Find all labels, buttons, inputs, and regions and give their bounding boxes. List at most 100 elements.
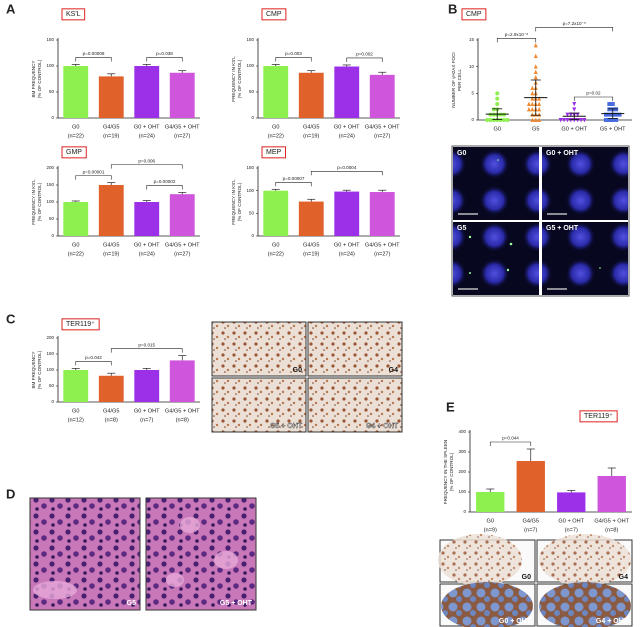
sample-size: (n=27) <box>174 133 190 139</box>
point <box>603 112 608 117</box>
x-tick-label: G0 <box>494 126 501 132</box>
x-tick-label: G5 + OHT <box>600 126 626 132</box>
x-tick-label: G4/G5 + OHT <box>165 242 200 248</box>
bar <box>334 191 360 236</box>
point <box>530 90 535 96</box>
x-tick-label: G0 + OHT <box>134 242 160 248</box>
x-tick-label: G0 + OHT <box>134 408 160 414</box>
point <box>495 118 500 122</box>
bar <box>516 461 545 512</box>
micrograph-grid: G0 G4 G0 + OHT G4 + OHT <box>438 534 633 627</box>
bar <box>63 66 89 118</box>
point <box>607 107 612 112</box>
x-tick-label: G4/G5 + OHT <box>165 408 200 414</box>
chart: GMP FREQUENCY IN KS'L (% OF CONTROL) 0 50 100… <box>31 146 200 257</box>
y-tick-label: 150 <box>46 182 54 187</box>
p-value: p=0.00002 <box>154 179 176 184</box>
point <box>607 118 612 122</box>
sample-size: (n=7) <box>140 417 153 423</box>
point <box>533 53 538 58</box>
point <box>491 107 496 112</box>
point <box>495 96 500 101</box>
micrograph-label: G0 <box>457 150 466 157</box>
bar <box>134 202 160 236</box>
micrograph <box>307 321 403 377</box>
y-tick-label: 0 <box>51 399 54 404</box>
y-tick-label: 150 <box>46 37 54 42</box>
title-box <box>579 410 618 423</box>
y-axis-label: (% OF CONTROL) <box>37 350 42 389</box>
significance-bracket <box>146 185 183 190</box>
y-axis-label: (% OF CONTROL) <box>449 452 454 491</box>
point <box>530 101 535 106</box>
sample-size: (n=24) <box>339 251 355 257</box>
sample-size: (n=12) <box>68 417 84 423</box>
y-tick-label: 5 <box>471 91 474 96</box>
bar <box>298 201 324 236</box>
bar <box>298 72 324 118</box>
title-box <box>61 8 86 21</box>
x-tick-label: G4/G5 <box>523 518 539 524</box>
chart: MEP FREQUENCY IN KS'L (% OF CONTROL) 0 50 100… <box>231 146 400 257</box>
x-tick-label: G4/G5 <box>303 124 319 130</box>
point <box>502 112 507 117</box>
y-tick-label: 100 <box>246 188 254 193</box>
point <box>614 118 619 122</box>
micrograph-label: G4 + OHT <box>366 423 399 430</box>
significance-bracket <box>146 57 183 62</box>
y-tick-label: 100 <box>46 199 54 204</box>
point <box>575 112 580 118</box>
chart-title: TER119⁺ <box>66 321 95 328</box>
point <box>614 112 619 117</box>
y-axis-label: FREQUENCY IN KS'L <box>31 179 36 225</box>
point <box>617 112 622 117</box>
y-tick-label: 0 <box>51 233 54 238</box>
x-tick-label: G0 + OHT <box>558 518 584 524</box>
point <box>607 102 612 106</box>
sample-size: (n=19) <box>303 133 319 139</box>
micrograph <box>145 497 257 611</box>
p-value: p=0.042 <box>85 355 102 360</box>
y-tick-label: 50 <box>49 89 55 94</box>
point <box>614 107 619 112</box>
p-value: p=2.9x10⁻⁸ <box>505 32 528 37</box>
y-tick-label: 50 <box>49 383 55 388</box>
panel-letter: C <box>6 311 16 326</box>
chart-title: CMP <box>266 11 282 18</box>
sample-size: (n=24) <box>339 133 355 139</box>
y-axis-label: FREQUENCY IN KS'L <box>231 56 236 102</box>
significance-bracket <box>110 348 183 353</box>
bar <box>169 72 195 118</box>
bar <box>597 476 626 512</box>
micrograph <box>453 222 539 295</box>
micrograph-label: G0 + OHT <box>546 150 579 157</box>
chart: CMP NUMBER OF γH2AX FOCI PER CELL 0 5 10 15 G0 G… <box>451 8 632 132</box>
bar <box>134 66 160 118</box>
point <box>533 117 538 122</box>
p-value: p=0.002 <box>356 52 373 57</box>
point <box>610 118 615 122</box>
p-value: p=0.00001 <box>83 169 105 174</box>
y-tick-label: 100 <box>246 63 254 68</box>
significance-bracket <box>275 57 312 62</box>
point <box>533 42 538 48</box>
sample-size: (n=19) <box>103 133 119 139</box>
micrograph-label: G0 <box>522 574 531 581</box>
p-value: p=0.0004 <box>337 165 357 170</box>
y-axis-label: PER CELL <box>457 68 462 91</box>
p-value: p=0.00008 <box>83 51 105 56</box>
y-tick-label: 100 <box>46 367 54 372</box>
sample-size: (n=24) <box>139 133 155 139</box>
chart: KS'L BM FREQUENCY (% OF CONTROL) 0 50 100 150 G… <box>31 8 200 139</box>
title-box <box>261 146 286 159</box>
point <box>537 101 542 106</box>
panel-letter: B <box>448 1 457 16</box>
y-axis-label: BM FREQUENCY <box>31 351 36 388</box>
micrograph-label: G5 + OHT <box>270 423 303 430</box>
bar <box>169 360 195 402</box>
sample-size: (n=27) <box>374 251 390 257</box>
micrograph-label: G5 <box>127 600 136 607</box>
p-value: p=0.003 <box>285 51 302 56</box>
point <box>533 64 538 69</box>
point <box>530 96 535 101</box>
